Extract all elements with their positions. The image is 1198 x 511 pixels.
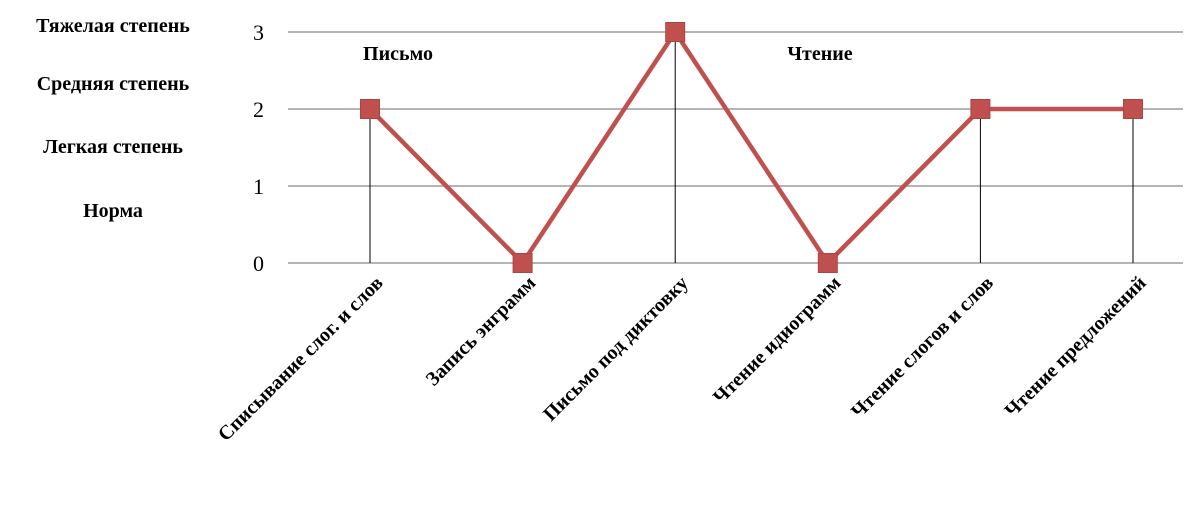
y-tick-label: 2 bbox=[253, 97, 264, 122]
group-label-reading: Чтение bbox=[787, 43, 852, 65]
y-tick-label: 0 bbox=[253, 251, 264, 276]
severity-scale: Тяжелая степень Средняя степень Легкая с… bbox=[36, 15, 190, 222]
severity-label-mild: Легкая степень bbox=[43, 136, 183, 158]
drop-lines bbox=[369, 32, 1134, 263]
severity-label-moderate: Средняя степень bbox=[37, 73, 190, 95]
data-point-marker bbox=[360, 99, 380, 119]
data-point-marker bbox=[512, 253, 533, 273]
group-labels: Письмо Чтение bbox=[363, 43, 853, 65]
data-point-marker bbox=[665, 22, 686, 42]
x-category-label: Списывание слог. и слов bbox=[214, 272, 388, 446]
group-label-writing: Письмо bbox=[363, 43, 433, 65]
x-category-label: Чтение предложений bbox=[1001, 272, 1151, 422]
x-axis-category-labels: Списывание слог. и слов Запись энграммПис… bbox=[214, 272, 1151, 446]
severity-label-norm: Норма bbox=[83, 200, 143, 222]
y-tick-label: 1 bbox=[253, 174, 264, 199]
severity-label-severe: Тяжелая степень bbox=[36, 15, 190, 37]
x-category-label: Чтение идиограмм bbox=[709, 272, 845, 408]
y-axis-tick-labels: 0 1 2 3 bbox=[253, 20, 264, 276]
x-category-label: Чтение слогов и слов bbox=[847, 272, 998, 423]
x-category-label: Запись энграмм bbox=[422, 272, 540, 390]
series-line bbox=[368, 29, 1133, 266]
data-point-marker bbox=[970, 99, 991, 119]
gridlines bbox=[288, 31, 1183, 264]
series bbox=[360, 22, 1143, 273]
x-category-label: Письмо под диктовку bbox=[539, 272, 693, 426]
data-point-marker bbox=[817, 253, 838, 273]
data-point-marker bbox=[1123, 99, 1143, 119]
y-tick-label: 3 bbox=[253, 20, 264, 45]
